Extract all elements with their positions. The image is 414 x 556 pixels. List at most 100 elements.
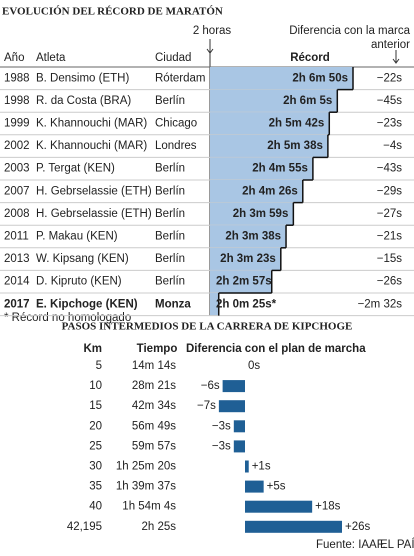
column-header: Km (83, 343, 102, 355)
athlete: P. Makau (KEN) (36, 231, 118, 243)
year: 2002 (4, 140, 30, 152)
column-header: Diferencia con la marca anterior (289, 25, 410, 51)
value-label: −3s (212, 420, 231, 432)
record-bar (210, 134, 328, 158)
record-label: 2h 2m 57s (216, 276, 272, 288)
record-bar (210, 180, 303, 203)
difference: −15s (377, 253, 403, 265)
city: Berlín (155, 185, 185, 197)
bar (222, 380, 245, 393)
difference: −26s (377, 276, 403, 288)
year: 1988 (4, 72, 30, 84)
time: 59m 57s (132, 440, 176, 452)
arrow-head (392, 58, 400, 64)
athlete: R. da Costa (BRA) (36, 95, 131, 107)
record-label: 2h 3m 23s (220, 253, 276, 265)
column-header: Diferencia con el plan de marcha (186, 343, 366, 355)
record-bar (210, 293, 219, 316)
km: 35 (89, 481, 102, 493)
km: 30 (89, 461, 102, 473)
record-bar (210, 225, 287, 248)
year: 2007 (4, 185, 30, 197)
reference-label: 2 horas (193, 25, 232, 37)
time: 28m 21s (132, 380, 176, 392)
record-label: 2h 6m 5s (283, 95, 332, 107)
value-label: −3s (212, 440, 231, 452)
athlete: H. Gebrselassie (ETH) (36, 185, 152, 197)
city: Berlín (155, 95, 185, 107)
year: 2013 (4, 253, 30, 265)
km: 20 (89, 420, 102, 432)
city: Berlín (155, 163, 185, 175)
record-label: 2h 0m 25s* (216, 298, 277, 310)
value-label: 0s (248, 360, 260, 372)
difference: −27s (377, 208, 403, 220)
city: Róterdam (155, 72, 206, 84)
difference: −43s (377, 163, 403, 175)
km: 5 (96, 360, 102, 372)
year: 2017 (4, 298, 30, 310)
record-label: 2h 3m 59s (233, 208, 289, 220)
record-label: 2h 6m 50s (292, 72, 348, 84)
record-bar (210, 112, 330, 135)
chart-title: EVOLUCIÓN DEL RÉCORD DE MARATÓN (2, 6, 223, 18)
bar (245, 480, 264, 493)
time: 2h 25s (141, 521, 176, 533)
column-header: Atleta (36, 52, 66, 64)
column-header: Ciudad (155, 52, 191, 64)
athlete: W. Kipsang (KEN) (36, 253, 129, 265)
difference: −29s (377, 185, 403, 197)
bar (233, 420, 245, 433)
athlete: B. Densimo (ETH) (36, 72, 129, 84)
source: Fuente: IAAF. (316, 539, 386, 551)
time: 42m 34s (132, 400, 176, 412)
difference: −21s (377, 231, 403, 243)
difference: −45s (377, 95, 403, 107)
year: 2014 (4, 276, 30, 288)
column-header: Récord (290, 52, 330, 64)
record-label: 2h 3m 38s (225, 231, 281, 243)
record-bar (210, 270, 272, 293)
year: 2011 (4, 231, 29, 243)
year: 2008 (4, 208, 30, 220)
value-label: +18s (315, 501, 341, 513)
footnote: * Récord no homologado (4, 312, 131, 324)
city: Berlín (155, 253, 185, 265)
km: 10 (89, 380, 102, 392)
athlete: E. Kipchoge (KEN) (36, 298, 138, 310)
bar (245, 500, 313, 513)
km: 25 (89, 440, 102, 452)
difference: −22s (377, 72, 403, 84)
athlete: D. Kipruto (KEN) (36, 276, 122, 288)
athlete: H. Gebrselassie (ETH) (36, 208, 152, 220)
time: 1h 39m 37s (116, 481, 176, 493)
athlete: P. Tergat (KEN) (36, 163, 115, 175)
bar (245, 520, 342, 533)
city: Londres (155, 140, 197, 152)
record-label: 2h 5m 42s (269, 118, 325, 130)
city: Berlín (155, 208, 185, 220)
value-label: −7s (197, 400, 216, 412)
athlete: K. Khannouchi (MAR) (36, 140, 147, 152)
value-label: +5s (267, 481, 286, 493)
record-label: 2h 5m 38s (267, 140, 323, 152)
record-label: 2h 4m 55s (252, 163, 308, 175)
time: 1h 54m 4s (122, 501, 176, 513)
bar (233, 440, 245, 453)
year: 1998 (4, 95, 30, 107)
time: 1h 25m 20s (116, 461, 176, 473)
column-header: Tiempo (137, 343, 178, 355)
value-label: +26s (345, 521, 371, 533)
time: 56m 49s (132, 420, 176, 432)
record-bar (210, 67, 353, 90)
city: Berlín (155, 231, 185, 243)
difference: −2m 32s (358, 298, 403, 310)
column-header: Año (4, 52, 24, 64)
athlete: K. Khannouchi (MAR) (36, 118, 147, 130)
city: Monza (155, 298, 191, 310)
record-bar (210, 89, 338, 113)
km: 42,195 (67, 521, 102, 533)
city: Berlín (155, 276, 185, 288)
